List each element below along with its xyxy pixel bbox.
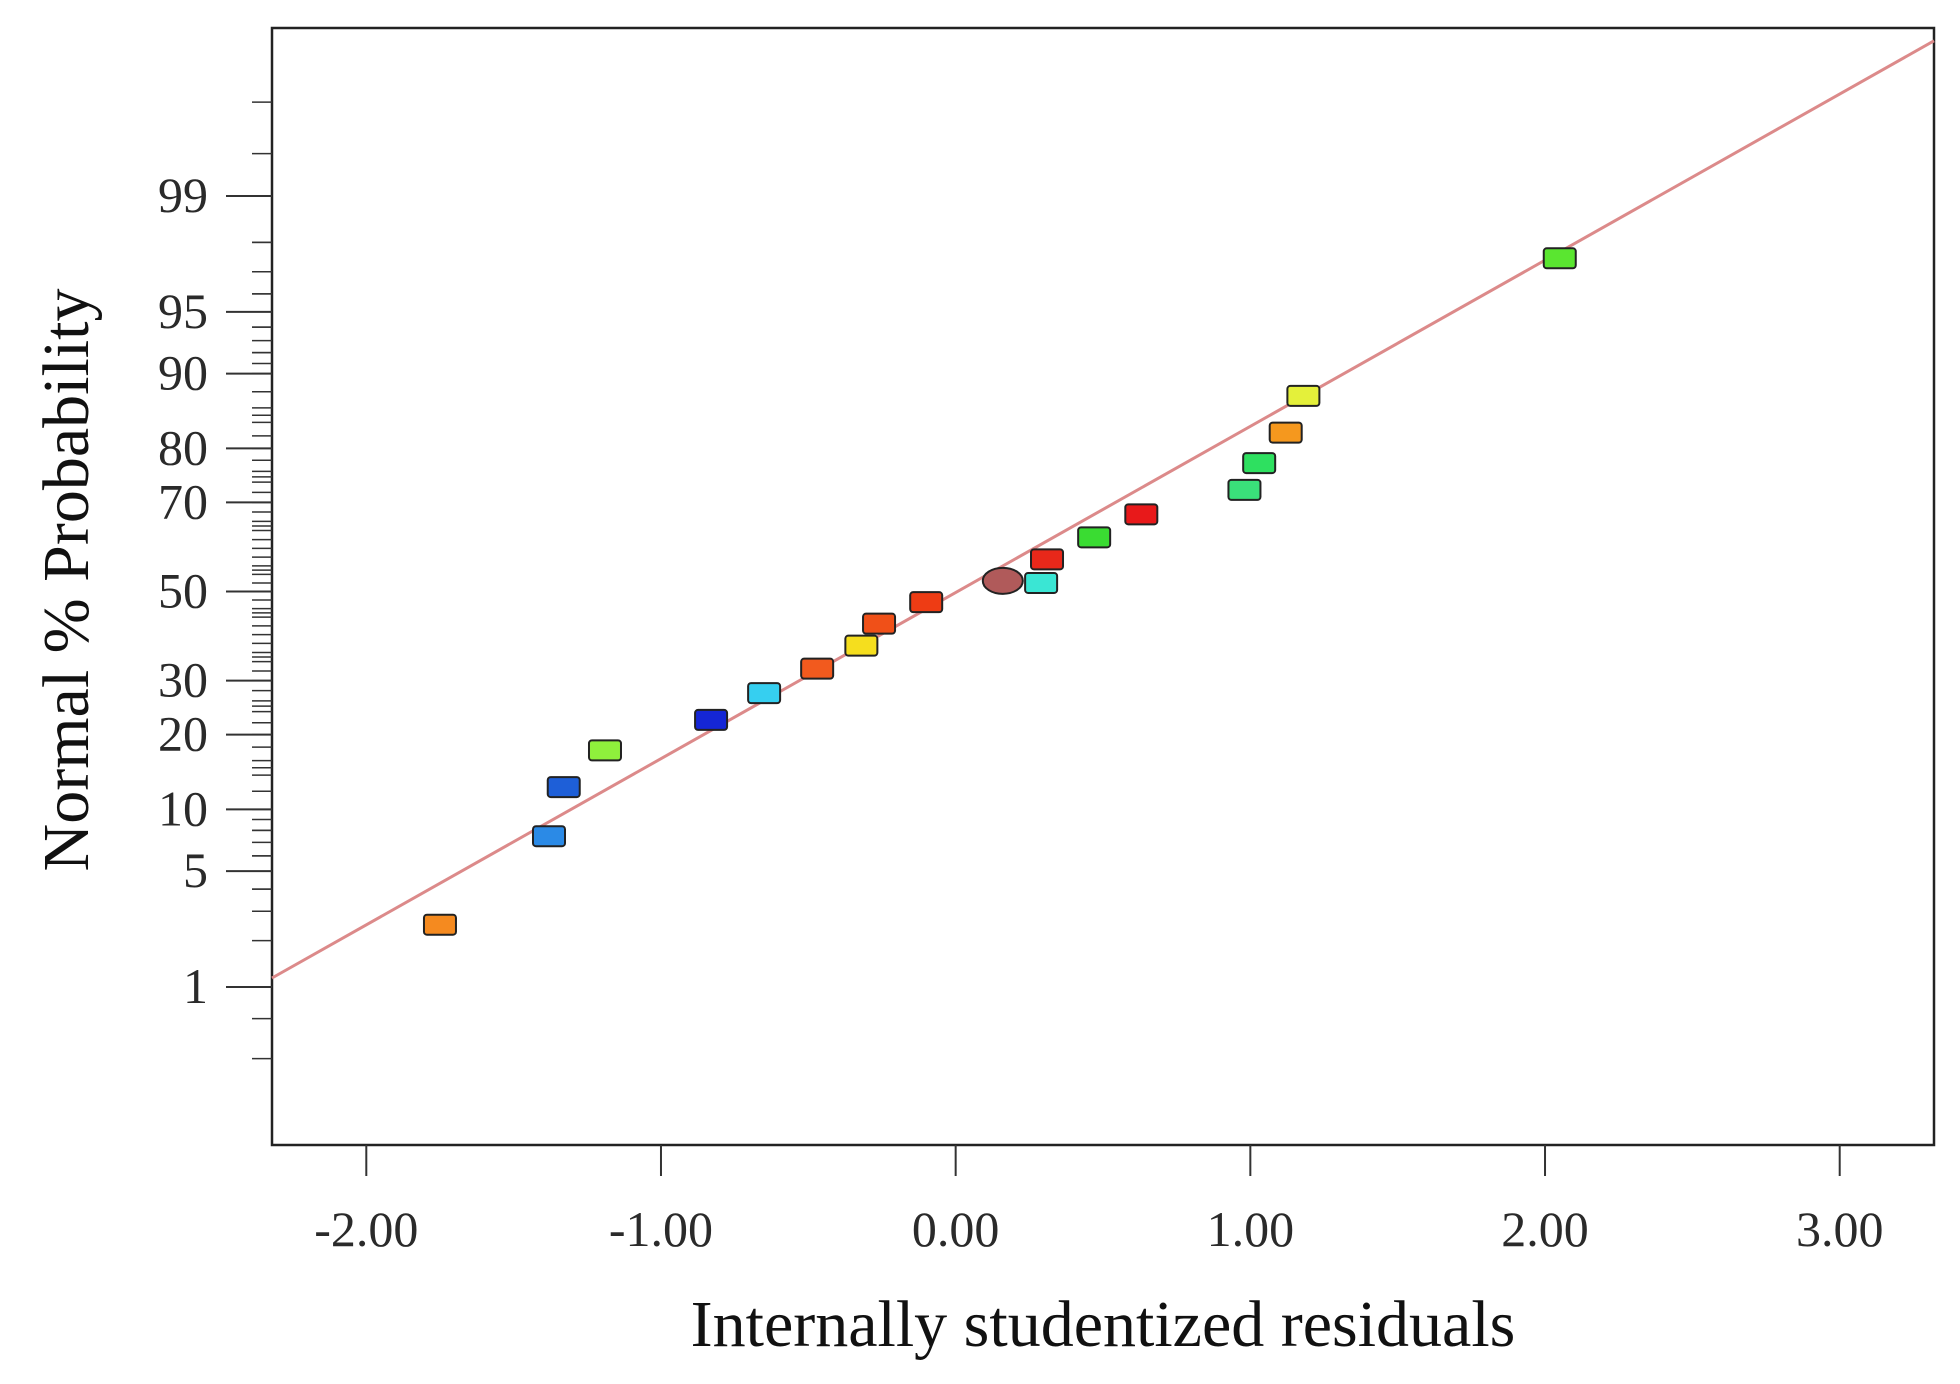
y-tick-label: 99 [158,167,208,223]
data-point [1542,247,1577,270]
data-point [422,913,457,936]
x-tick-label: -2.00 [314,1201,418,1257]
data-point [1077,526,1112,549]
x-tick-label: 1.00 [1207,1201,1295,1257]
y-tick-label: 1 [183,958,208,1014]
y-tick-label: 95 [158,283,208,339]
data-point [1242,452,1277,475]
data-point [546,776,581,799]
y-tick-label: 90 [158,345,208,401]
data-point [1268,421,1303,444]
data-point [1286,384,1321,407]
y-tick-label: 50 [158,563,208,619]
x-tick-label: -1.00 [609,1201,713,1257]
data-point [532,825,566,848]
x-axis-ticks: -2.00 -1.00 0.00 1.00 2.00 3.00 [314,1145,1883,1257]
y-tick-label: 80 [158,419,208,475]
data-point [800,657,835,680]
data-point [1124,503,1159,526]
fit-line-group [271,39,1935,980]
x-axis-title: Internally studentized residuals [691,1288,1516,1361]
y-tick-label: 5 [183,842,208,898]
data-point [909,591,944,614]
data-point [1030,548,1065,571]
y-tick-label: 10 [158,780,208,836]
y-tick-label: 30 [158,652,208,708]
data-points [422,247,1577,936]
plot-frame [270,26,1936,1147]
data-point [587,739,622,762]
data-point [844,634,879,657]
data-point [1227,478,1262,501]
data-point [747,682,782,705]
x-tick-label: 0.00 [912,1201,1000,1257]
y-tick-label: 70 [158,473,208,529]
y-tick-label: 20 [158,706,208,762]
x-tick-label: 3.00 [1796,1201,1884,1257]
data-point [981,566,1024,595]
data-point [694,708,729,731]
y-axis-title: Normal % Probability [30,289,103,872]
data-point [1024,571,1059,594]
x-tick-label: 2.00 [1501,1201,1589,1257]
fit-line [271,39,1935,980]
data-point [862,612,897,635]
